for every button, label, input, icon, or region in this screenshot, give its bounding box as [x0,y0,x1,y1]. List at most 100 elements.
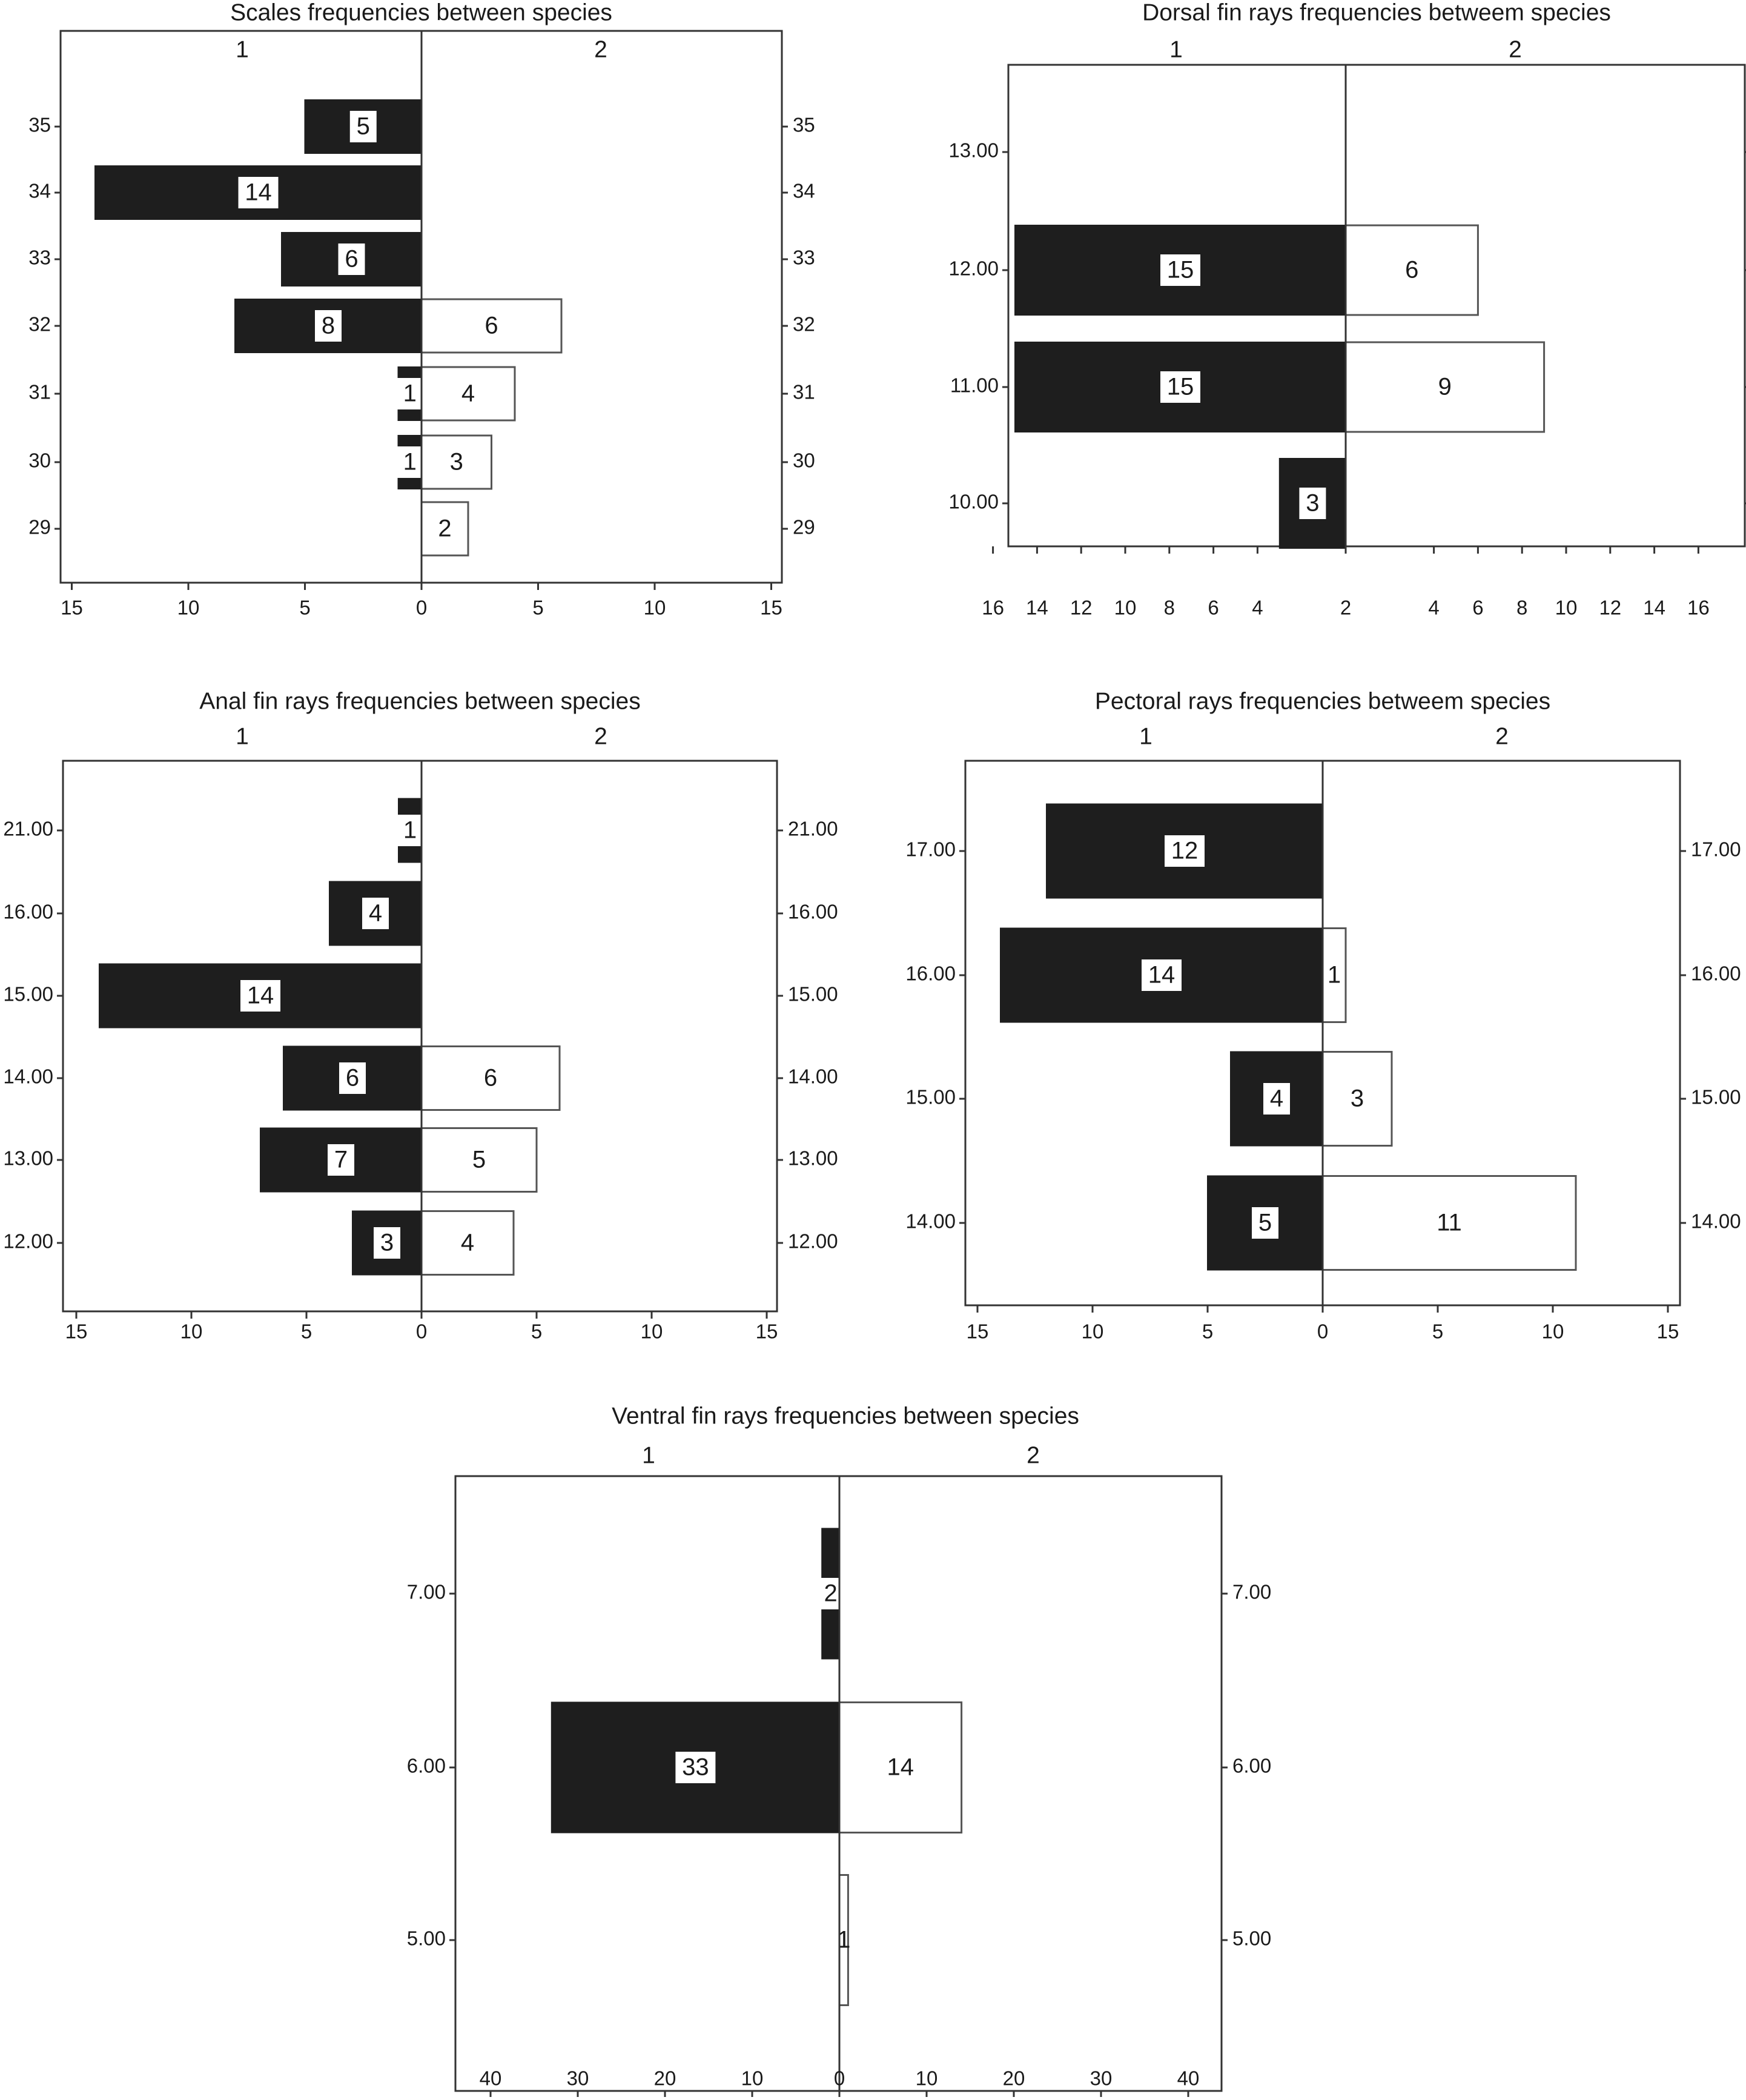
y-tick-label-left: 16.00 [3,901,53,923]
y-tick-label-right: 16.00 [1691,962,1741,985]
x-tick-label: 30 [1090,2067,1113,2090]
x-tick-label: 30 [567,2067,589,2090]
y-tick-label-left: 14.00 [3,1065,53,1088]
y-tick-label-left: 33 [28,247,51,269]
bar-label-box [1165,835,1205,867]
x-tick-label: 12 [1070,597,1093,619]
x-tick-label: 0 [1317,1320,1328,1343]
data-label-group1: 1 [403,449,417,475]
x-tick-label: 6 [1472,597,1483,619]
y-tick-label-right: 16.00 [788,901,838,923]
bar-group2 [420,434,492,490]
data-label-group2: 4 [461,1230,474,1256]
x-tick-label: 16 [1687,597,1710,619]
y-tick-label-left: 13.00 [3,1147,53,1170]
x-tick-label: 40 [480,2067,502,2090]
chart-title: Anal fin rays frequencies between specie… [199,688,640,714]
bar-group2 [420,1127,538,1193]
y-tick-label-right: 21.00 [788,818,838,840]
x-tick-label: 5 [531,1320,542,1343]
x-tick-label: 10 [641,1320,663,1343]
x-tick-label: 15 [760,597,782,619]
x-tick-label: 12 [1599,597,1621,619]
plot-frame [1007,64,1746,548]
y-tick-label-left: 10.00 [948,491,999,513]
bar-label-box [374,1227,400,1259]
y-tick-label-left: 5.00 [407,1927,446,1950]
x-tick-label: 20 [654,2067,676,2090]
y-tick-label-right: 15.00 [788,983,838,1005]
y-tick-label-left: 31 [28,381,51,403]
data-label-group2: 6 [1405,257,1418,283]
data-label-group1: 14 [245,179,272,206]
data-label-group1: 3 [1306,490,1319,517]
chart-panel-5: Ventral fin rays frequencies between spe… [407,1403,1271,2098]
bar-label-box [240,980,280,1012]
bar-label-box [328,1144,354,1176]
x-tick-label: 5 [301,1320,312,1343]
bar-label-box [396,446,423,478]
x-tick-label: 10 [1082,1320,1104,1343]
y-tick-label-right: 15.00 [1691,1086,1741,1108]
y-tick-label-right: 35 [793,114,815,136]
data-label-group2: 14 [887,1754,914,1781]
y-tick-label-left: 6.00 [407,1755,446,1777]
data-label-group2: 6 [484,313,498,339]
x-tick-label: 20 [1003,2067,1025,2090]
data-label-group1: 5 [357,113,370,140]
group-label-1: 1 [1169,36,1183,62]
y-tick-label-right: 7.00 [1232,1581,1271,1603]
data-label-group1: 4 [1270,1085,1283,1112]
group-label-1: 1 [1139,723,1152,749]
plot-frame [62,760,778,1313]
chart-title: Pectoral rays frequencies betweem specie… [1095,688,1550,714]
x-tick-label: 16 [982,597,1004,619]
x-tick-label: 8 [1164,597,1175,619]
x-tick-label: 15 [756,1320,778,1343]
data-label-group1: 15 [1167,257,1194,283]
bar-group1 [304,99,422,154]
x-tick-label: 10 [180,1320,203,1343]
x-tick-label: 5 [1202,1320,1213,1343]
data-label-group2: 3 [1351,1085,1364,1112]
data-label-group1: 15 [1167,374,1194,400]
x-tick-label: 4 [1428,597,1439,619]
bar-label-box [238,177,279,208]
data-label-group1: 14 [1148,962,1176,989]
data-label-group2: 1 [837,1927,850,1953]
x-tick-label: 14 [1026,597,1048,619]
y-tick-label-right: 30 [793,449,815,472]
x-tick-label: 10 [1555,597,1578,619]
data-label-group1: 5 [1258,1210,1272,1236]
x-tick-label: 15 [967,1320,989,1343]
data-label-group2: 6 [484,1065,497,1091]
data-label-group2: 4 [461,380,475,407]
y-tick-label-right: 17.00 [1691,838,1741,861]
data-label-group2: 2 [438,515,451,542]
bar-group2 [420,501,469,557]
y-tick-label-left: 11.00 [950,374,999,397]
y-tick-label-right: 14.00 [788,1065,838,1088]
data-label-group2: 9 [1438,374,1452,400]
bar-label-box [349,111,377,142]
y-tick-label-right: 33 [793,247,815,269]
y-tick-label-left: 34 [28,180,51,202]
data-label-group1: 1 [403,380,417,407]
bar-label-box [397,815,423,846]
bar-label-box [1160,254,1200,286]
x-tick-label: 0 [416,597,427,619]
y-tick-label-right: 31 [793,381,815,403]
x-tick-label: 10 [644,597,666,619]
y-tick-label-left: 35 [28,114,51,136]
data-label-group1: 1 [403,817,417,844]
y-tick-label-left: 15.00 [905,1086,956,1108]
y-tick-label-right: 32 [793,313,815,336]
bar-label-box [1160,371,1200,403]
data-label-group1: 3 [380,1230,394,1256]
x-tick-label: 5 [299,597,310,619]
x-tick-label: 10 [177,597,200,619]
data-label-group1: 6 [345,246,358,273]
